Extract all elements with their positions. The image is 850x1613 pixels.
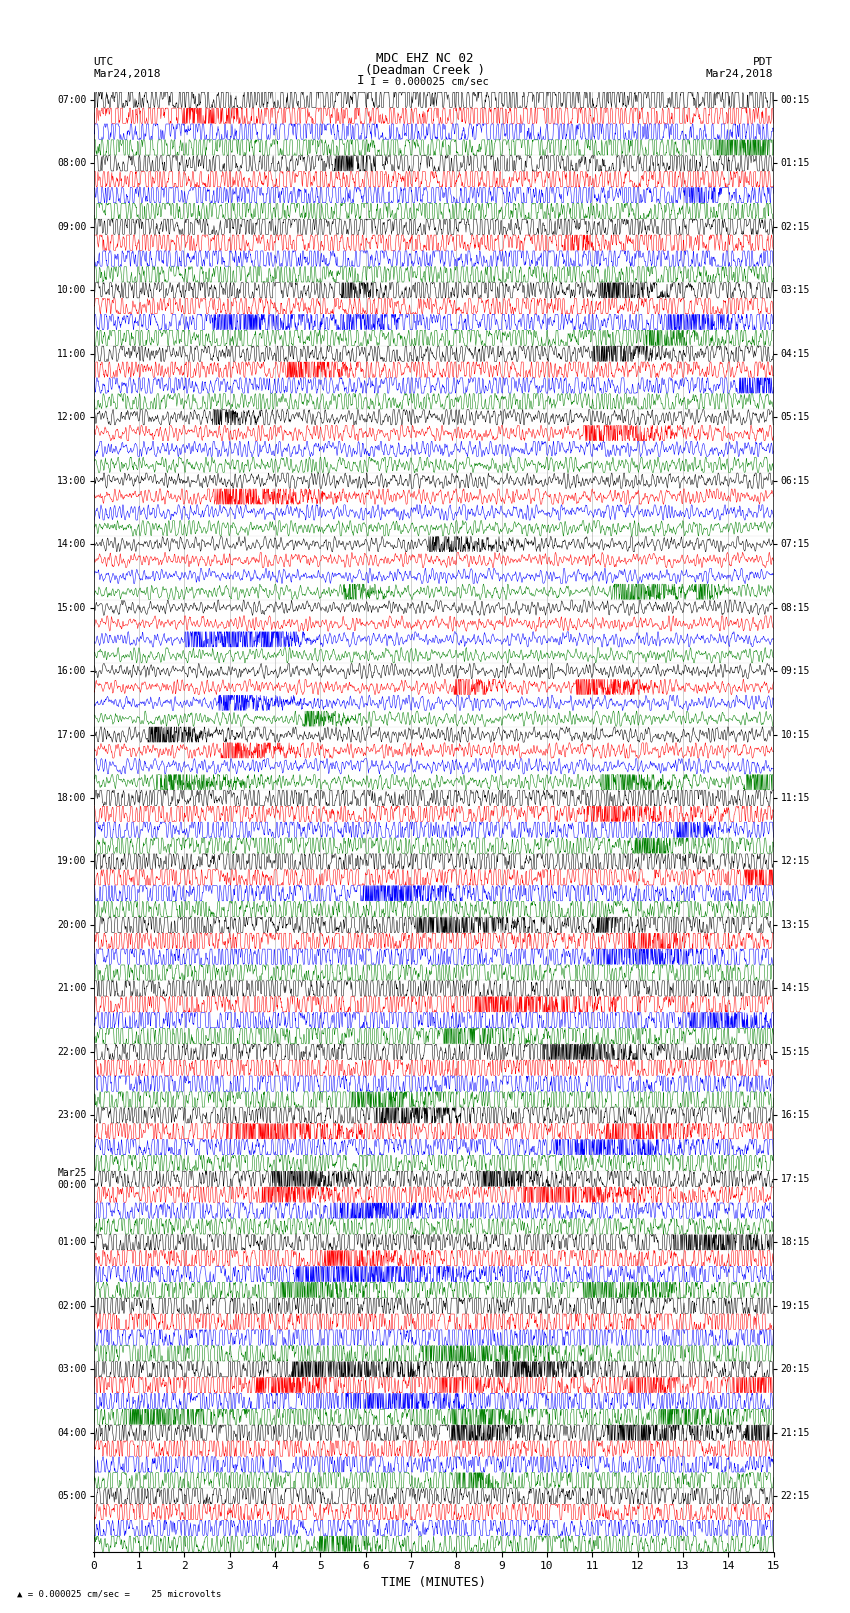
Text: PDT: PDT [753, 58, 774, 68]
Text: ▲ = 0.000025 cm/sec =    25 microvolts: ▲ = 0.000025 cm/sec = 25 microvolts [17, 1590, 221, 1598]
Text: MDC EHZ NC 02: MDC EHZ NC 02 [377, 52, 473, 65]
Text: Mar24,2018: Mar24,2018 [94, 69, 161, 79]
X-axis label: TIME (MINUTES): TIME (MINUTES) [381, 1576, 486, 1589]
Text: I = 0.000025 cm/sec: I = 0.000025 cm/sec [370, 77, 489, 87]
Text: I: I [357, 74, 365, 87]
Text: UTC: UTC [94, 58, 114, 68]
Text: Mar24,2018: Mar24,2018 [706, 69, 774, 79]
Text: (Deadman Creek ): (Deadman Creek ) [365, 63, 485, 77]
